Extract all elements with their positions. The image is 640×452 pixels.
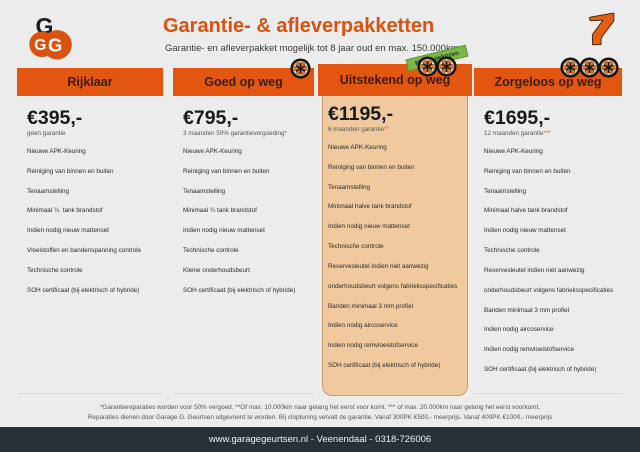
svg-text:G: G bbox=[48, 35, 62, 56]
svg-text:G: G bbox=[34, 37, 46, 54]
